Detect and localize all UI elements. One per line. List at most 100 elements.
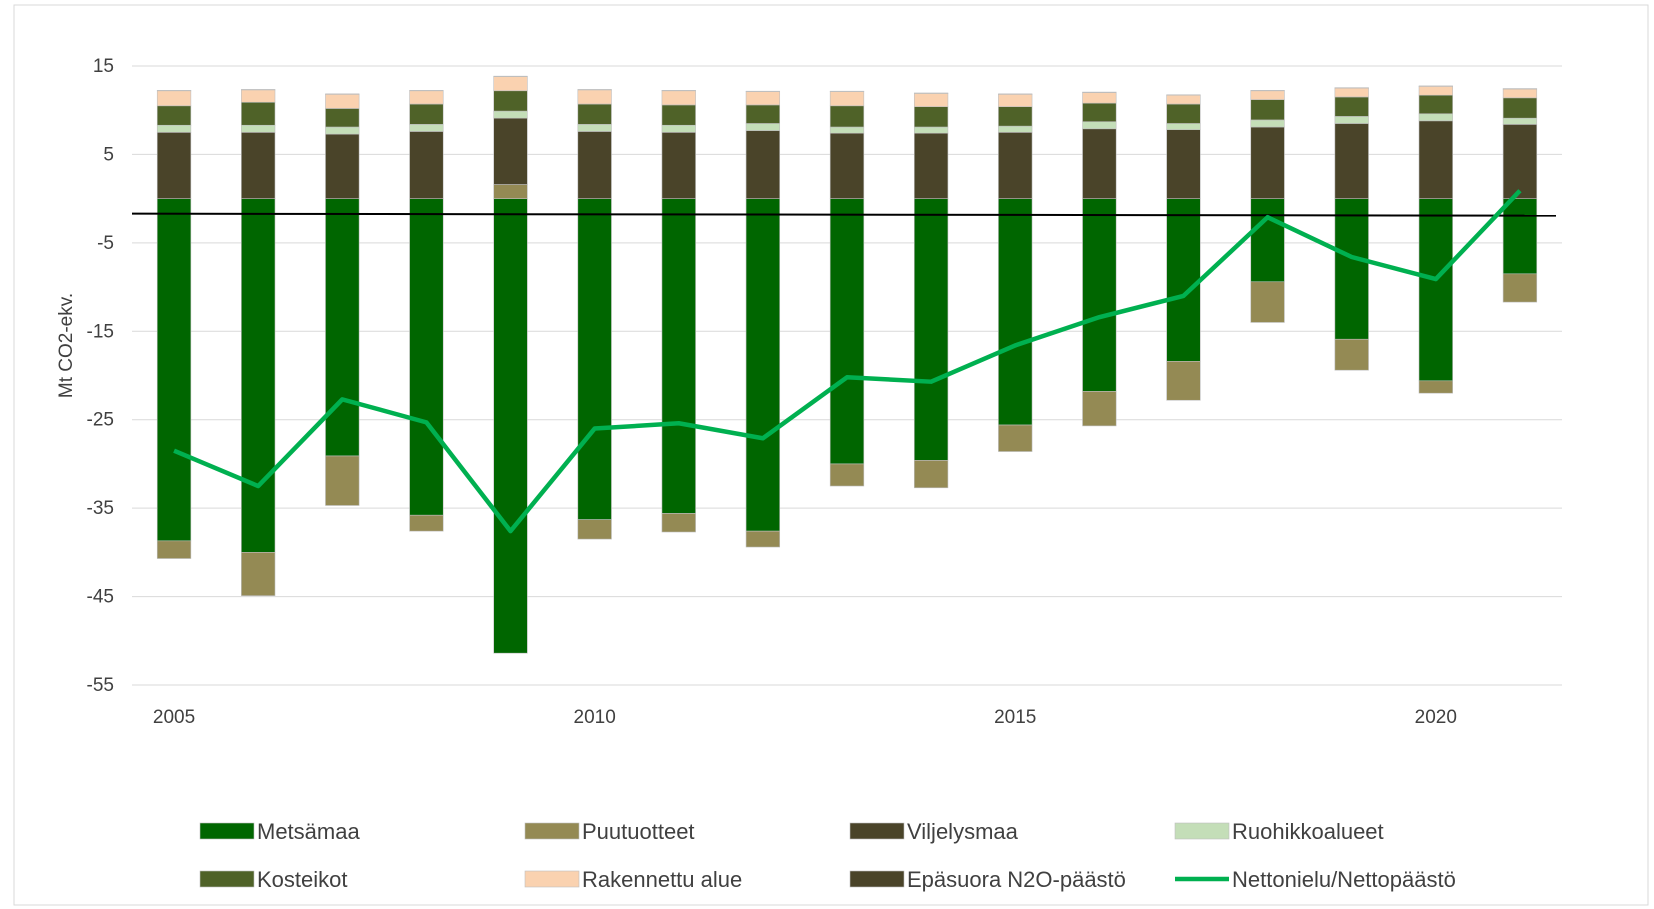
- reference-line: [131, 212, 1557, 217]
- y-tick-label: -35: [87, 498, 114, 519]
- bar-ep-suora-n2o-p-st-: [325, 93, 360, 95]
- legend-swatch-rakennettu-alue: [524, 870, 580, 888]
- bar-mets-maa: [1418, 198, 1453, 382]
- bar-rakennettu-alue: [156, 90, 192, 107]
- bar-ruohikkoalueet: [1082, 121, 1117, 130]
- bar-puutuotteet: [745, 530, 781, 548]
- bar-kosteikot: [661, 104, 696, 126]
- bar-ep-suora-n2o-p-st-: [829, 90, 865, 93]
- bar-puutuotteet: [1418, 380, 1453, 394]
- bar-puutuotteet: [493, 184, 528, 199]
- y-axis-title: Mt CO2-ekv.: [56, 293, 77, 398]
- legend-label: Nettonielu/Nettopäästö: [1232, 867, 1456, 892]
- bar-ruohikkoalueet: [241, 124, 276, 133]
- y-tick-label: -25: [87, 410, 114, 431]
- bar-mets-maa: [745, 198, 781, 532]
- bar-viljelysmaa: [577, 131, 612, 199]
- bar-viljelysmaa: [998, 132, 1033, 199]
- bar-mets-maa: [493, 198, 528, 654]
- bar-kosteikot: [745, 104, 781, 124]
- bar-ep-suora-n2o-p-st-: [1502, 88, 1538, 90]
- reference-line-layer: [131, 212, 1557, 217]
- bar-rakennettu-alue: [493, 76, 528, 92]
- legend-swatch-mets-maa: [199, 822, 255, 840]
- bar-rakennettu-alue: [1082, 92, 1117, 104]
- bar-ruohikkoalueet: [325, 126, 360, 135]
- bar-viljelysmaa: [325, 133, 360, 199]
- x-tick-label: 2010: [574, 707, 616, 728]
- legend-label: Metsämaa: [257, 819, 360, 844]
- bar-kosteikot: [913, 106, 949, 128]
- x-tick-label: 2005: [153, 707, 195, 728]
- bar-viljelysmaa: [241, 132, 276, 199]
- bar-puutuotteet: [409, 514, 444, 532]
- bar-kosteikot: [493, 90, 528, 112]
- bar-ruohikkoalueet: [998, 125, 1033, 133]
- bar-ruohikkoalueet: [493, 110, 528, 119]
- bar-rakennettu-alue: [661, 90, 696, 106]
- legend-swatch-puutuotteet: [524, 822, 580, 840]
- bar-mets-maa: [325, 198, 360, 457]
- legend: Metsämaa Puutuotteet Viljelysmaa Ruohikkoal…: [199, 819, 1456, 892]
- bar-ep-suora-n2o-p-st-: [156, 90, 192, 92]
- bar-viljelysmaa: [1250, 126, 1285, 199]
- bar-ep-suora-n2o-p-st-: [1082, 91, 1117, 93]
- legend-label: Puutuotteet: [582, 819, 695, 844]
- bar-mets-maa: [1502, 198, 1538, 275]
- bar-kosteikot: [1334, 96, 1369, 117]
- bar-puutuotteet: [1082, 391, 1117, 427]
- bar-rakennettu-alue: [745, 91, 781, 106]
- legend-label: Ruohikkoalueet: [1232, 819, 1384, 844]
- bar-ruohikkoalueet: [409, 124, 444, 132]
- bar-ruohikkoalueet: [913, 126, 949, 134]
- bar-viljelysmaa: [1166, 129, 1201, 199]
- bar-ep-suora-n2o-p-st-: [913, 92, 949, 94]
- bar-puutuotteet: [661, 513, 696, 533]
- x-tick-label: 2015: [994, 707, 1036, 728]
- bar-ep-suora-n2o-p-st-: [409, 90, 444, 92]
- bar-ruohikkoalueet: [661, 124, 696, 133]
- bar-ep-suora-n2o-p-st-: [241, 89, 276, 91]
- bars: [156, 75, 1538, 654]
- bar-kosteikot: [325, 108, 360, 128]
- bar-mets-maa: [409, 198, 444, 516]
- bar-ep-suora-n2o-p-st-: [577, 89, 612, 91]
- bar-ruohikkoalueet: [156, 124, 192, 133]
- bar-mets-maa: [661, 198, 696, 514]
- legend-label: Epäsuora N2O-päästö: [907, 867, 1126, 892]
- bar-viljelysmaa: [829, 132, 865, 199]
- bar-kosteikot: [829, 105, 865, 128]
- x-tick-labels: 2005 2010 2015 2020: [153, 707, 1457, 728]
- bar-ruohikkoalueet: [577, 124, 612, 132]
- bar-ep-suora-n2o-p-st-: [493, 75, 528, 77]
- bar-viljelysmaa: [661, 132, 696, 199]
- y-tick-label: 15: [93, 56, 114, 77]
- y-tick-label: 5: [103, 144, 114, 165]
- bar-kosteikot: [1502, 97, 1538, 119]
- bar-ep-suora-n2o-p-st-: [745, 90, 781, 93]
- bar-ruohikkoalueet: [745, 123, 781, 131]
- bar-rakennettu-alue: [409, 90, 444, 105]
- bar-viljelysmaa: [156, 132, 192, 199]
- bar-kosteikot: [577, 103, 612, 125]
- bar-mets-maa: [829, 198, 865, 465]
- legend-swatch-ep-suora-n2o-p-st-: [849, 870, 905, 888]
- bar-rakennettu-alue: [241, 89, 276, 103]
- bar-viljelysmaa: [913, 132, 949, 199]
- bar-kosteikot: [409, 103, 444, 125]
- bar-viljelysmaa: [1334, 123, 1369, 199]
- bar-rakennettu-alue: [913, 93, 949, 107]
- legend-swatch-ruohikkoalueet: [1174, 822, 1230, 840]
- bar-viljelysmaa: [493, 117, 528, 185]
- bar-puutuotteet: [325, 455, 360, 506]
- bar-ruohikkoalueet: [1166, 123, 1201, 130]
- bar-rakennettu-alue: [1502, 88, 1538, 99]
- bar-viljelysmaa: [1082, 128, 1117, 199]
- bar-viljelysmaa: [1502, 124, 1538, 199]
- bar-kosteikot: [1082, 102, 1117, 123]
- net-line-layer: [173, 189, 1522, 534]
- bar-puutuotteet: [1334, 338, 1369, 371]
- bar-ep-suora-n2o-p-st-: [1418, 85, 1453, 87]
- bar-rakennettu-alue: [1334, 87, 1369, 98]
- bar-rakennettu-alue: [829, 91, 865, 107]
